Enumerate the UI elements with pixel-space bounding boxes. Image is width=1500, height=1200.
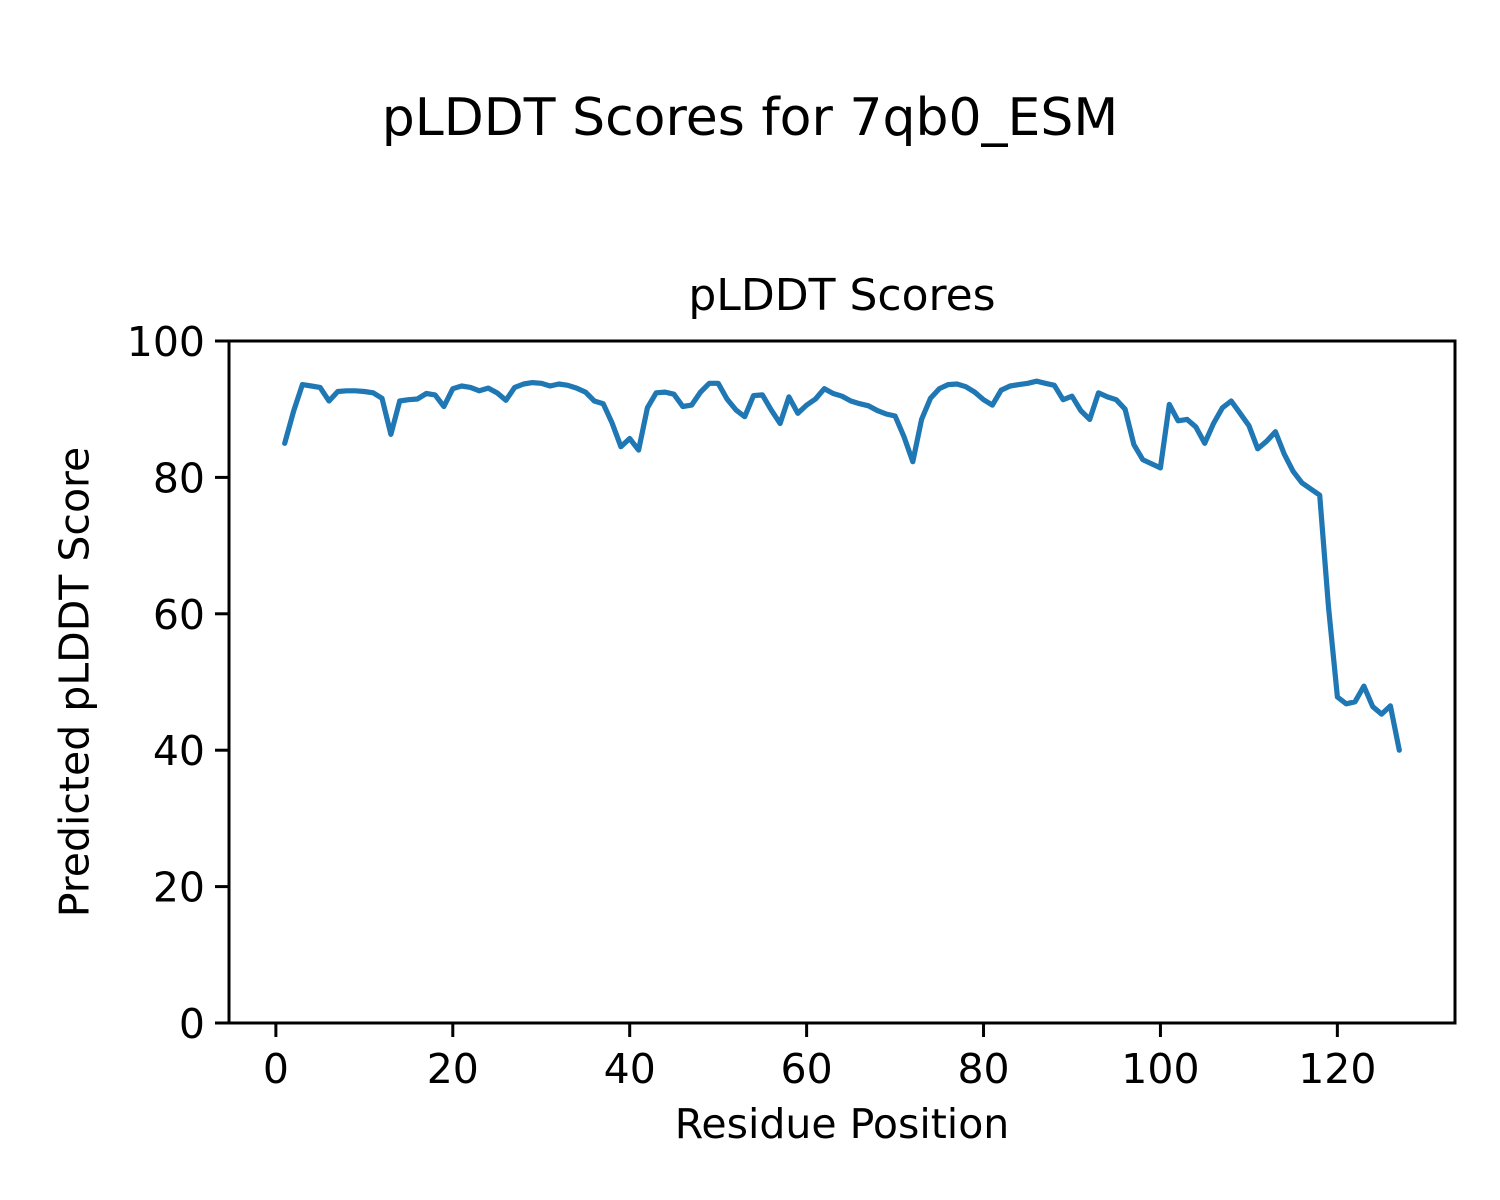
x-axis-label: Residue Position <box>674 1100 1010 1148</box>
y-tick-label: 0 <box>179 1000 205 1048</box>
y-tick-label: 80 <box>153 454 205 502</box>
x-tick-label: 60 <box>781 1045 833 1093</box>
y-tick-label: 100 <box>127 318 205 366</box>
plot-border <box>227 339 1457 1025</box>
x-tick-label: 0 <box>263 1045 289 1093</box>
plddt-line <box>282 378 1402 753</box>
x-tick-label: 40 <box>604 1045 656 1093</box>
y-axis-label: Predicted pLDDT Score <box>50 446 99 918</box>
y-tick-label: 40 <box>153 727 205 775</box>
figure-title: pLDDT Scores for 7qb0_ESM <box>381 88 1119 148</box>
x-tick-label: 120 <box>1298 1045 1376 1093</box>
x-tick-label: 80 <box>957 1045 1009 1093</box>
x-tick-label: 20 <box>427 1045 479 1093</box>
x-tick-label: 100 <box>1121 1045 1199 1093</box>
y-tick-label: 20 <box>153 864 205 912</box>
axes-title: pLDDT Scores <box>688 270 996 321</box>
y-tick-label: 60 <box>153 591 205 639</box>
